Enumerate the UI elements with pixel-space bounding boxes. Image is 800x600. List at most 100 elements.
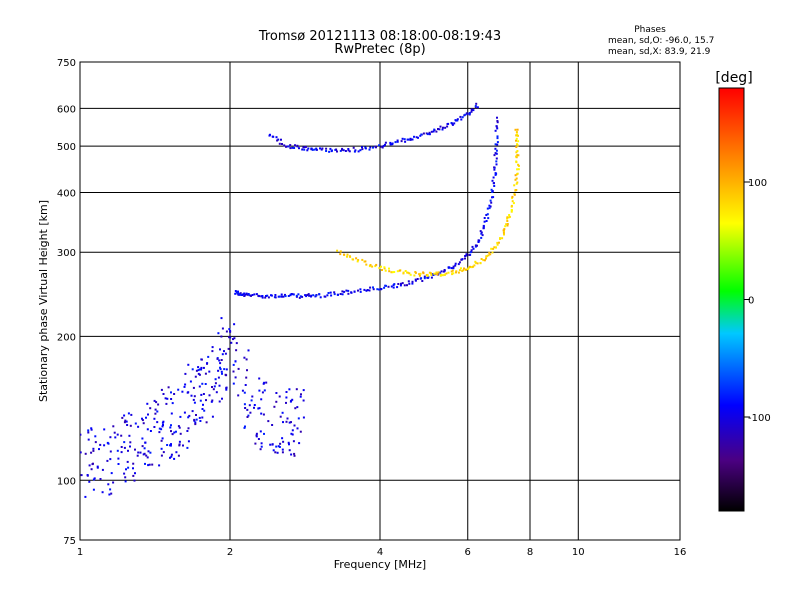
- data-point: [507, 216, 510, 219]
- data-point: [496, 241, 499, 244]
- data-point: [453, 122, 456, 125]
- data-point: [179, 415, 182, 418]
- data-point: [127, 449, 129, 452]
- data-point: [489, 199, 492, 202]
- data-point: [339, 149, 342, 152]
- data-point: [445, 272, 448, 275]
- data-point: [217, 369, 220, 372]
- data-point: [193, 418, 196, 421]
- data-point: [232, 370, 235, 373]
- data-point: [306, 149, 309, 152]
- data-point: [380, 145, 383, 148]
- data-point: [280, 138, 282, 141]
- data-point: [156, 410, 159, 413]
- data-point: [486, 255, 489, 258]
- data-point: [164, 397, 167, 400]
- data-point: [397, 283, 400, 285]
- data-point: [400, 140, 403, 143]
- data-point: [121, 416, 124, 419]
- data-point: [109, 458, 112, 461]
- data-point: [298, 296, 301, 299]
- data-point: [147, 413, 149, 416]
- data-point: [257, 407, 260, 410]
- data-point: [154, 412, 157, 415]
- data-point: [92, 488, 95, 491]
- data-point: [517, 168, 520, 171]
- data-point: [442, 126, 444, 129]
- data-point: [243, 294, 246, 297]
- data-point: [495, 149, 498, 152]
- data-point: [263, 381, 266, 384]
- data-point: [284, 295, 287, 298]
- data-point: [517, 164, 520, 167]
- data-point: [336, 293, 339, 296]
- data-point: [271, 424, 274, 426]
- data-point: [459, 115, 462, 118]
- data-point: [364, 260, 367, 263]
- data-point: [333, 291, 336, 294]
- data-point: [253, 404, 256, 406]
- data-point: [260, 295, 263, 298]
- data-point: [162, 451, 165, 454]
- data-point: [406, 284, 408, 287]
- data-point: [262, 413, 265, 416]
- data-point: [248, 294, 251, 297]
- data-point: [264, 296, 267, 299]
- data-point: [232, 338, 234, 341]
- data-point: [92, 462, 94, 465]
- data-point: [384, 141, 387, 144]
- data-point: [419, 272, 422, 275]
- data-point: [116, 433, 119, 436]
- data-point: [302, 389, 305, 392]
- data-point: [495, 163, 498, 166]
- data-point: [368, 289, 371, 292]
- data-point: [87, 438, 90, 441]
- data-point: [207, 355, 210, 358]
- data-point: [124, 419, 127, 422]
- data-point: [430, 273, 433, 276]
- data-point: [161, 421, 164, 424]
- data-point: [411, 138, 414, 141]
- data-point: [86, 474, 89, 476]
- data-point: [423, 275, 426, 278]
- data-point: [187, 416, 190, 419]
- data-point: [259, 430, 262, 433]
- data-point: [133, 479, 136, 482]
- data-point: [290, 421, 292, 424]
- data-point: [278, 395, 281, 398]
- data-point: [265, 381, 268, 384]
- data-point: [389, 143, 392, 146]
- data-point: [480, 236, 483, 239]
- data-point: [506, 217, 509, 220]
- data-point: [375, 146, 377, 149]
- data-point: [495, 172, 498, 175]
- data-point: [516, 150, 519, 152]
- data-point: [281, 437, 284, 440]
- data-point: [243, 403, 246, 406]
- data-point: [229, 330, 232, 333]
- data-point: [494, 143, 497, 146]
- data-point: [195, 414, 197, 416]
- data-point: [510, 210, 513, 213]
- data-point: [117, 463, 120, 465]
- data-point: [193, 401, 196, 404]
- data-point: [178, 440, 181, 443]
- data-point: [390, 285, 393, 288]
- data-point: [276, 139, 279, 142]
- data-point: [158, 464, 161, 467]
- data-point: [381, 146, 384, 149]
- data-point: [169, 444, 172, 447]
- data-point: [472, 109, 475, 112]
- data-point: [149, 430, 152, 432]
- data-point: [120, 446, 123, 448]
- data-point: [428, 133, 431, 136]
- data-point: [435, 130, 438, 133]
- data-point: [251, 395, 254, 398]
- data-point: [243, 426, 246, 429]
- data-point: [181, 390, 184, 393]
- data-point: [291, 146, 294, 149]
- data-point: [161, 437, 164, 440]
- data-point: [260, 445, 263, 448]
- data-point: [170, 453, 173, 456]
- data-point: [456, 118, 459, 121]
